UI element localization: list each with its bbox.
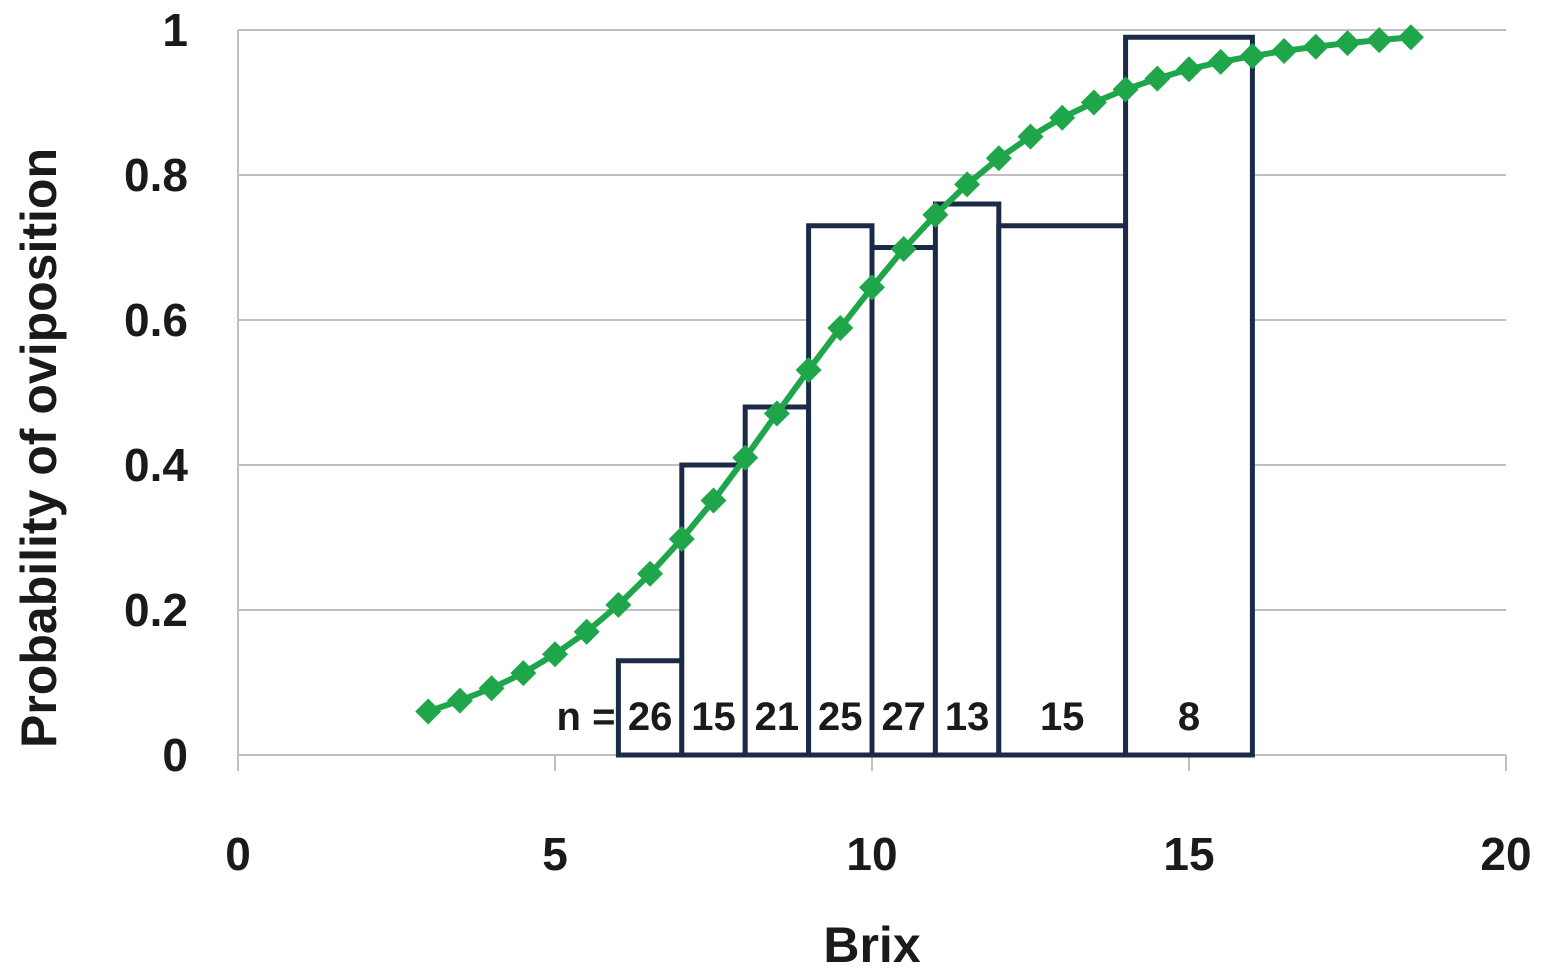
curve-point-1 (446, 687, 473, 714)
curve-point-5 (573, 618, 600, 645)
curve-point-30 (1366, 27, 1393, 54)
bar-series (615, 34, 1255, 758)
curve-point-25 (1207, 48, 1234, 75)
n-label-2: 21 (755, 695, 800, 739)
x-axis-title: Brix (823, 917, 920, 968)
curve-point-27 (1271, 38, 1298, 64)
curve-point-14 (859, 274, 885, 301)
n-label-0: 26 (628, 695, 673, 739)
curve-point-13 (827, 315, 854, 341)
n-label-3: 25 (818, 695, 863, 739)
logistic-curve (415, 24, 1424, 725)
curve-point-12 (795, 357, 822, 383)
n-label-1: 15 (691, 695, 736, 739)
curve-point-17 (954, 171, 981, 198)
y-tick-label-1: 1 (162, 4, 188, 56)
curve-point-26 (1239, 43, 1266, 70)
sample-size-labels: n = 26 15 21 25 27 13 15 8 (557, 695, 1201, 739)
curve-point-3 (510, 660, 537, 687)
x-tick-label-15: 15 (1163, 828, 1214, 880)
curve-point-15 (890, 236, 917, 262)
y-tick-label-0: 0 (162, 729, 188, 781)
curve-point-29 (1334, 30, 1361, 57)
curve-point-20 (1049, 104, 1076, 131)
curve-point-23 (1144, 65, 1171, 92)
bar-5 (932, 201, 1002, 758)
curve-point-18 (985, 145, 1012, 172)
bar-3 (806, 223, 875, 758)
x-tick-label-5: 5 (542, 828, 568, 880)
curve-point-8 (668, 526, 695, 552)
curve-point-19 (1017, 123, 1044, 150)
tick-labels: 00.20.40.60.810 5 10 15 20 (124, 4, 1532, 880)
n-label-6: 15 (1040, 695, 1085, 739)
curve-point-0 (415, 698, 442, 725)
y-tick-label-0.6: 0.6 (124, 294, 188, 346)
x-tick-label-10: 10 (846, 828, 897, 880)
n-label-5: 13 (945, 695, 990, 739)
curve-point-28 (1302, 33, 1329, 60)
axes (237, 30, 1507, 771)
curve-point-6 (605, 591, 632, 618)
curve-point-11 (763, 400, 790, 427)
curve-point-7 (637, 560, 664, 587)
n-label-4: 27 (881, 695, 926, 739)
bar-7 (1123, 34, 1255, 758)
y-tick-label-0.8: 0.8 (124, 149, 188, 201)
curve-point-4 (542, 641, 568, 668)
bar-6 (996, 223, 1129, 758)
curve-point-10 (732, 444, 759, 471)
curve-point-22 (1112, 76, 1139, 103)
y-axis-title: Probability of oviposition (11, 148, 67, 748)
n-label-7: 8 (1178, 695, 1200, 739)
curve-point-21 (1080, 89, 1107, 116)
curve-point-9 (700, 487, 727, 514)
x-tick-label-0: 0 (225, 828, 251, 880)
y-tick-label-0.2: 0.2 (124, 584, 188, 636)
curve-point-16 (922, 201, 949, 228)
x-tick-label-20: 20 (1480, 828, 1531, 880)
bar-0 (615, 658, 685, 758)
curve-point-2 (478, 675, 505, 702)
n-prefix-label: n = (557, 695, 616, 739)
bar-4 (869, 245, 938, 758)
curve-point-31 (1397, 24, 1424, 51)
y-tick-label-0.4: 0.4 (124, 439, 188, 491)
curve-point-24 (1176, 56, 1202, 83)
